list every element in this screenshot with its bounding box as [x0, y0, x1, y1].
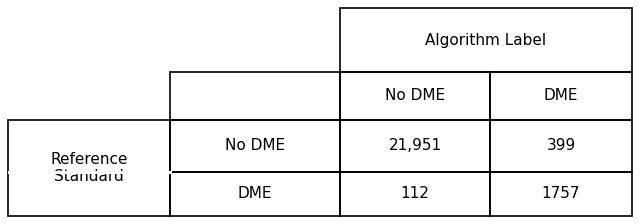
Text: Reference
Standard: Reference Standard — [51, 152, 128, 184]
Text: DME: DME — [237, 187, 272, 202]
Bar — [170, 172, 340, 216]
Text: Algorithm Label: Algorithm Label — [426, 32, 547, 47]
Bar — [170, 72, 340, 120]
Bar — [490, 120, 632, 172]
Bar — [340, 72, 490, 120]
Bar — [490, 72, 632, 120]
Text: 112: 112 — [401, 187, 429, 202]
Text: 399: 399 — [547, 138, 575, 153]
Text: 1757: 1757 — [541, 187, 580, 202]
Bar — [490, 172, 632, 216]
Bar — [340, 8, 632, 72]
Bar — [340, 172, 490, 216]
Text: DME: DME — [544, 88, 579, 103]
Bar — [8, 120, 170, 172]
Bar — [170, 120, 340, 172]
Bar — [8, 172, 170, 216]
Text: No DME: No DME — [225, 138, 285, 153]
Text: 21,951: 21,951 — [388, 138, 442, 153]
Text: No DME: No DME — [385, 88, 445, 103]
Bar — [340, 120, 490, 172]
